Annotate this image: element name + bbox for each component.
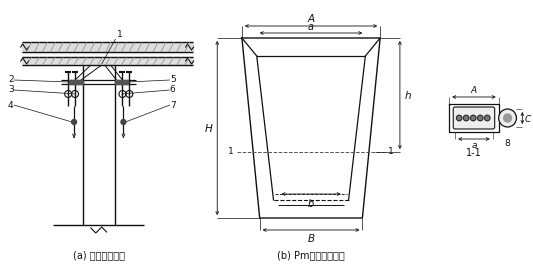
Text: 7: 7 bbox=[170, 100, 175, 110]
Polygon shape bbox=[69, 80, 83, 84]
Circle shape bbox=[456, 115, 462, 121]
Text: 6: 6 bbox=[170, 86, 175, 94]
Text: 1: 1 bbox=[388, 147, 394, 157]
Text: 1: 1 bbox=[228, 147, 234, 157]
Text: $a$: $a$ bbox=[471, 141, 478, 150]
Text: 5: 5 bbox=[170, 76, 175, 85]
Polygon shape bbox=[22, 57, 192, 65]
Polygon shape bbox=[115, 80, 128, 84]
Text: $B$: $B$ bbox=[307, 232, 316, 244]
Text: $b$: $b$ bbox=[307, 197, 315, 209]
Text: 8: 8 bbox=[505, 139, 511, 148]
Text: $A$: $A$ bbox=[470, 84, 478, 95]
Text: 3: 3 bbox=[8, 86, 14, 94]
Text: (a) 张拉端示意图: (a) 张拉端示意图 bbox=[72, 250, 125, 260]
Circle shape bbox=[484, 115, 490, 121]
Polygon shape bbox=[22, 42, 192, 52]
Text: 1-1: 1-1 bbox=[466, 148, 482, 158]
Circle shape bbox=[121, 120, 126, 124]
Circle shape bbox=[504, 114, 512, 122]
Text: $A$: $A$ bbox=[306, 12, 316, 24]
Circle shape bbox=[499, 109, 516, 127]
Text: $C$: $C$ bbox=[524, 113, 532, 123]
Text: (b) Pm钢制锥形锚头: (b) Pm钢制锥形锚头 bbox=[277, 250, 345, 260]
Text: $a$: $a$ bbox=[308, 22, 314, 32]
Circle shape bbox=[471, 115, 476, 121]
FancyBboxPatch shape bbox=[453, 107, 495, 129]
Circle shape bbox=[463, 115, 469, 121]
Text: 1: 1 bbox=[117, 30, 122, 39]
Text: $h$: $h$ bbox=[404, 89, 411, 101]
Circle shape bbox=[478, 115, 483, 121]
Text: 2: 2 bbox=[8, 76, 13, 85]
Circle shape bbox=[71, 120, 77, 124]
Text: $H$: $H$ bbox=[204, 122, 213, 134]
Text: 4: 4 bbox=[8, 100, 13, 110]
